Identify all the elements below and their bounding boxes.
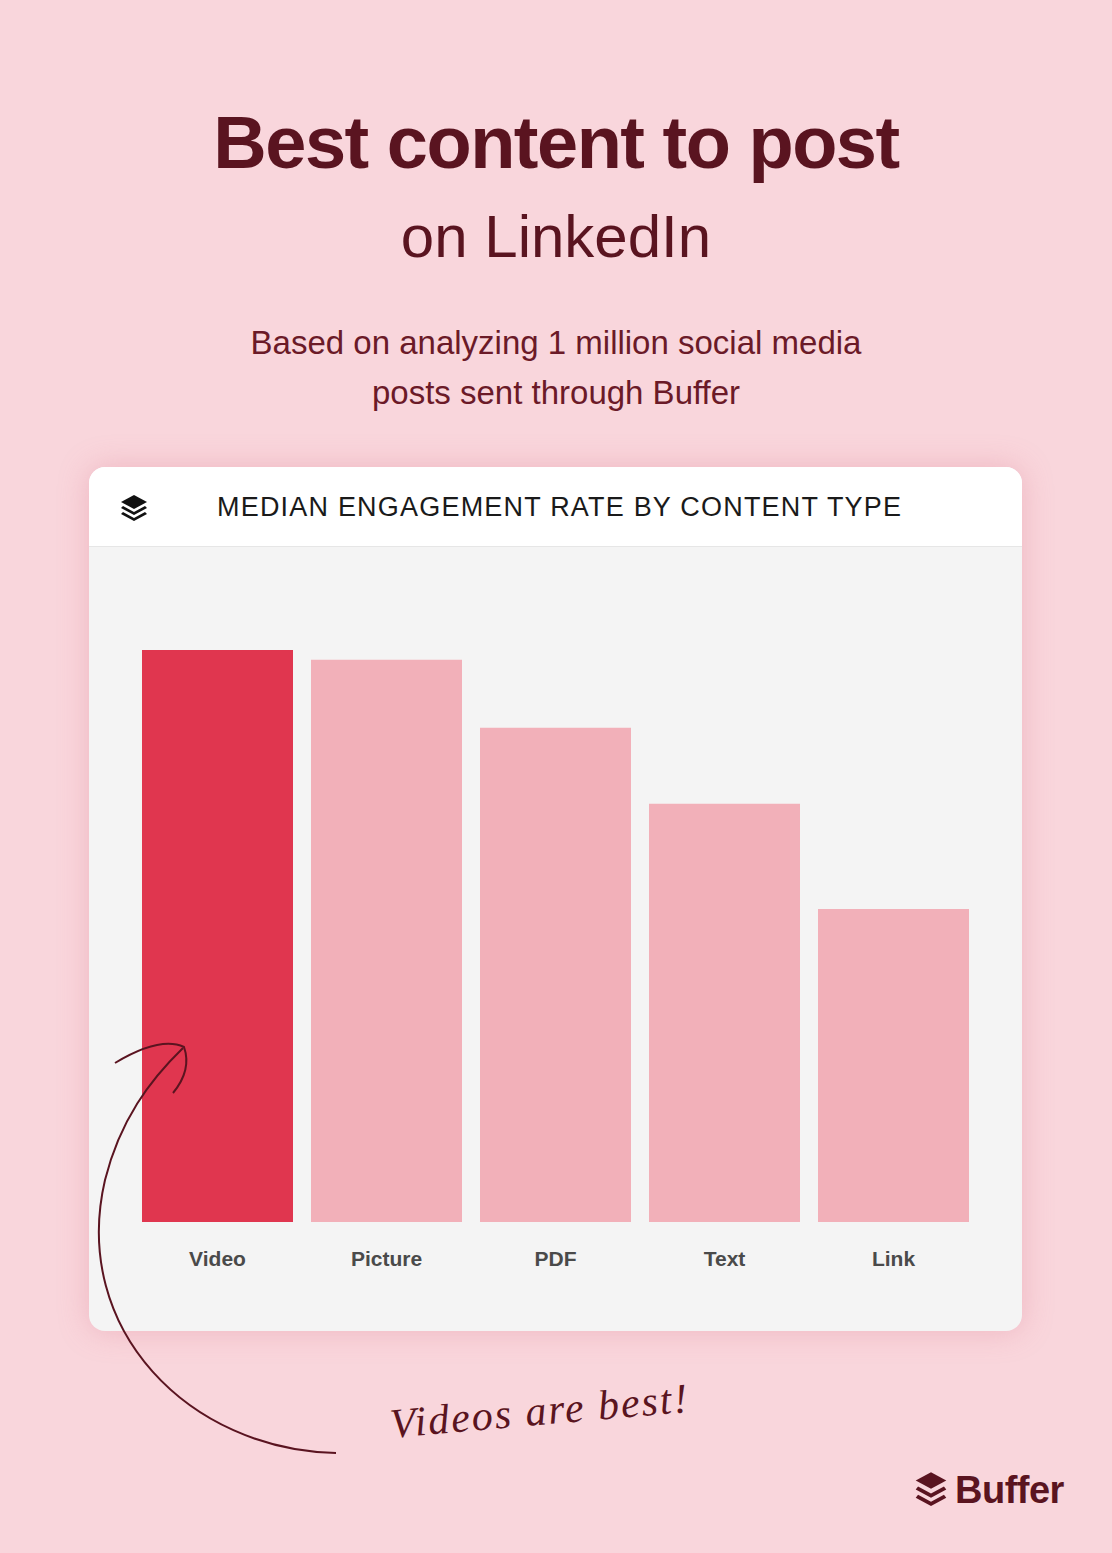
svg-text:Picture: Picture <box>351 1247 422 1270</box>
svg-text:Text: Text <box>704 1247 746 1270</box>
svg-text:Link: Link <box>872 1247 915 1270</box>
svg-text:Video: Video <box>189 1247 246 1270</box>
html-text:MEDIAN ENGAGEMENT RATE BY CONT: MEDIAN ENGAGEMENT RATE BY CONTENT TYPE <box>217 492 903 522</box>
html-text:Buffer: Buffer <box>955 1469 1064 1511</box>
html-text:Based on analyzing 1 million s: Based on analyzing 1 million social medi… <box>250 324 862 361</box>
html-text:posts sent through Buffer: posts sent through Buffer <box>371 374 741 411</box>
svg-text:PDF: PDF <box>535 1247 577 1270</box>
html-text:Best content to post: Best content to post <box>213 101 899 184</box>
html-text:on LinkedIn: on LinkedIn <box>400 203 712 270</box>
html-text:Videos are best!: Videos are best! <box>388 1374 692 1447</box>
